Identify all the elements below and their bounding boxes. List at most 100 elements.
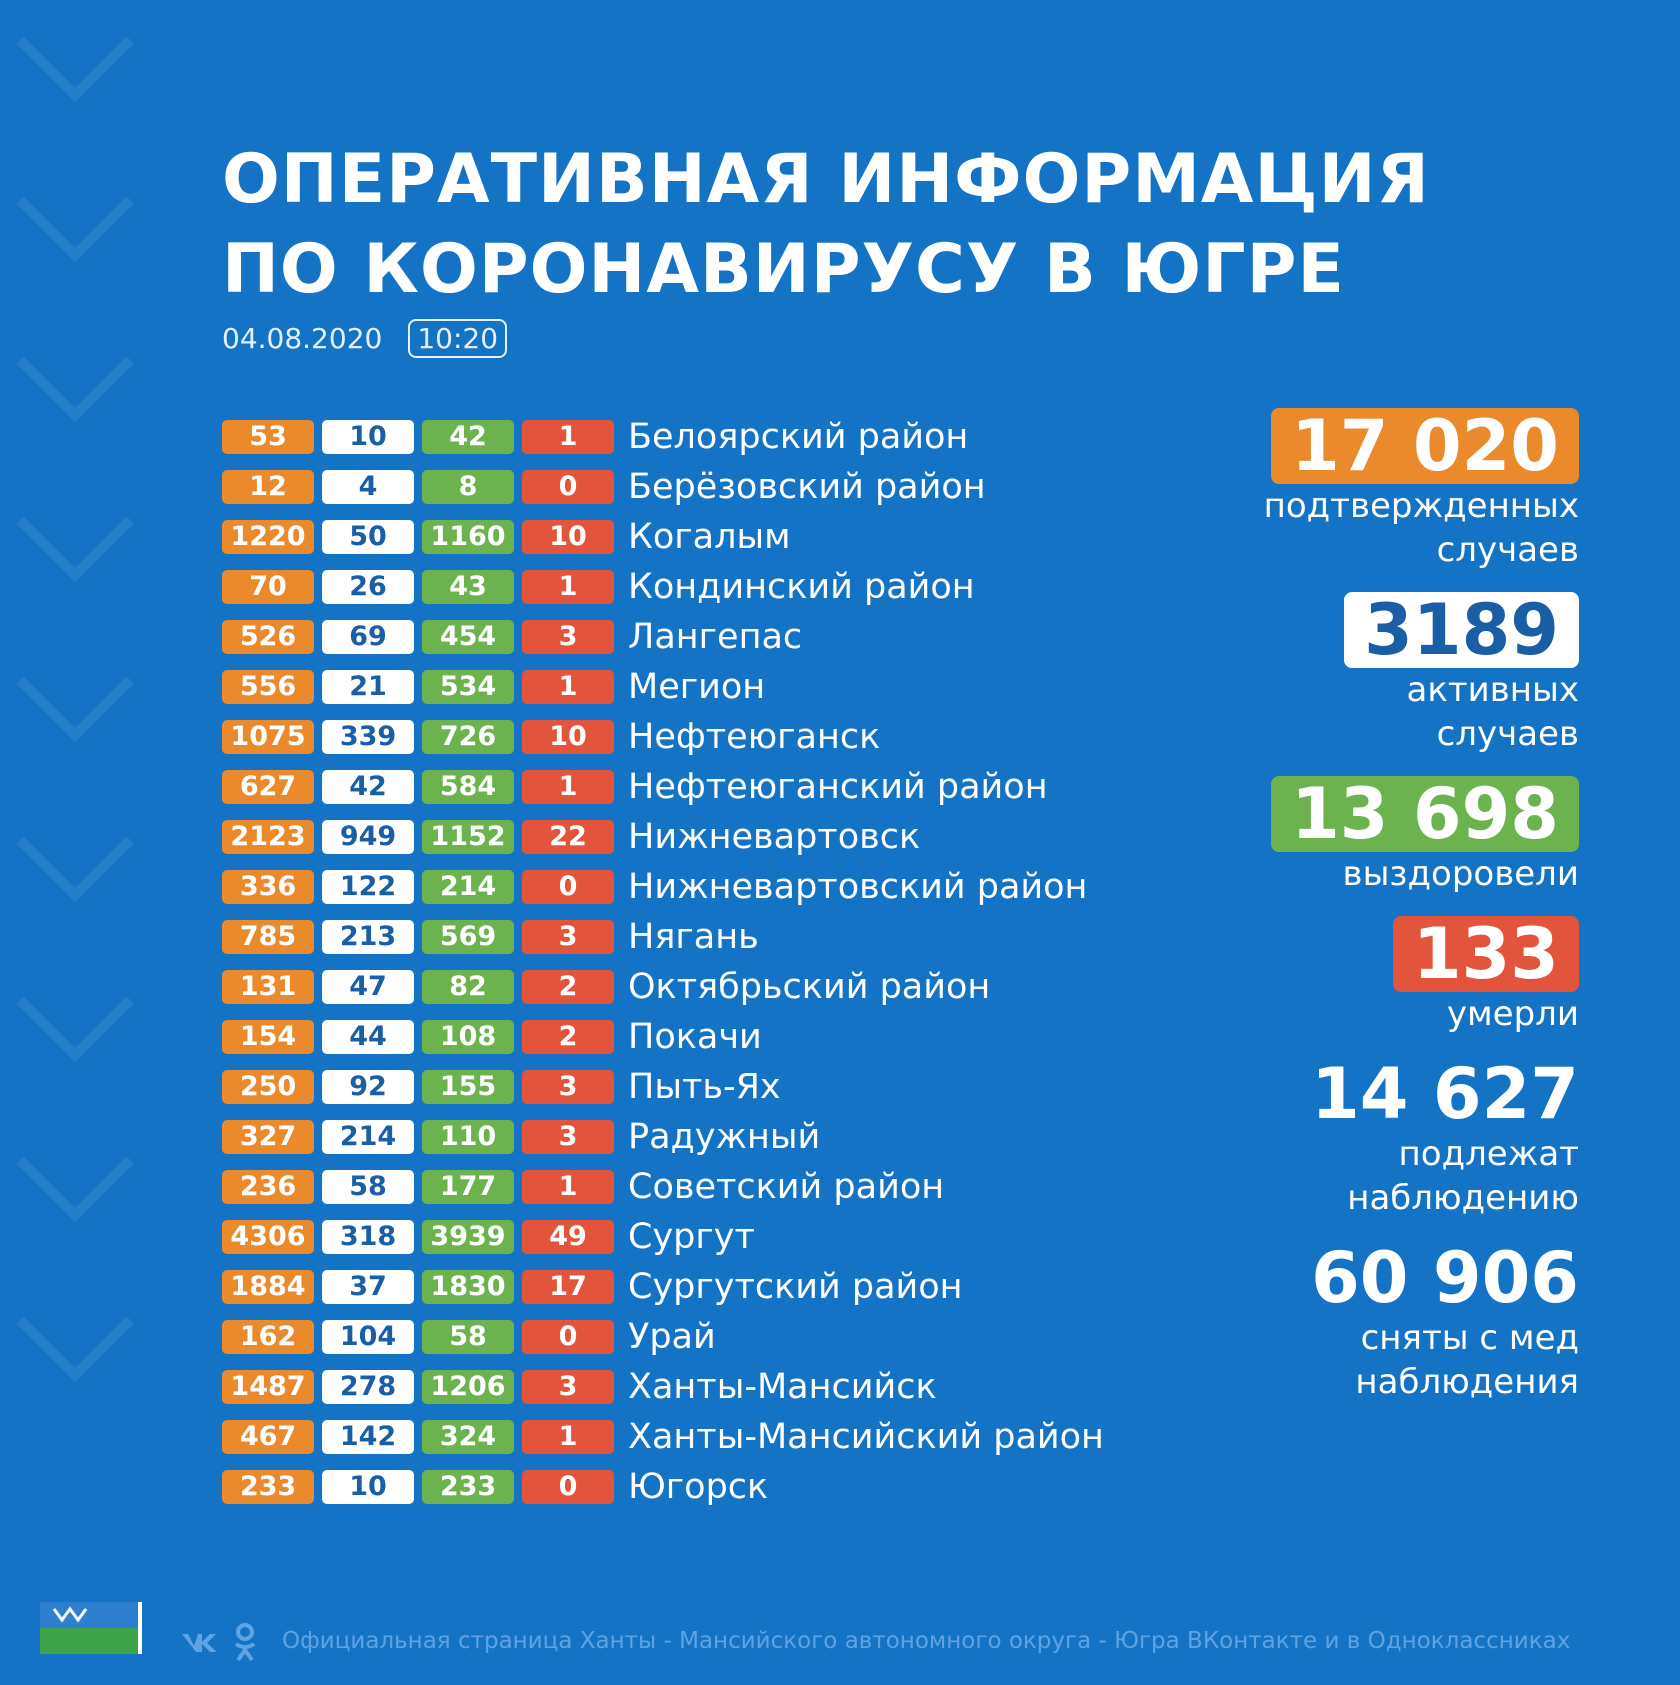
region-row: 1220 50 1160 10 Когалым	[222, 512, 1104, 562]
region-name: Урай	[628, 1317, 716, 1357]
recovered-cell: 177	[422, 1170, 514, 1204]
region-name: Октябрьский район	[628, 967, 991, 1007]
recovered-cell: 726	[422, 720, 514, 754]
deaths-cell: 1	[522, 670, 614, 704]
recovered-cell: 58	[422, 1320, 514, 1354]
confirmed-cell: 336	[222, 870, 314, 904]
total-removed-label-2: наблюдения	[1355, 1362, 1579, 1402]
active-cell: 339	[322, 720, 414, 754]
region-row: 1487 278 1206 3 Ханты-Мансийск	[222, 1362, 1104, 1412]
recovered-cell: 1830	[422, 1270, 514, 1304]
region-row: 556 21 534 1 Мегион	[222, 662, 1104, 712]
yugra-flag-icon	[40, 1602, 142, 1654]
active-cell: 949	[322, 820, 414, 854]
region-row: 627 42 584 1 Нефтеюганский район	[222, 762, 1104, 812]
active-cell: 10	[322, 1470, 414, 1504]
recovered-cell: 214	[422, 870, 514, 904]
recovered-cell: 584	[422, 770, 514, 804]
total-observation-label-2: наблюдению	[1347, 1178, 1579, 1218]
confirmed-cell: 785	[222, 920, 314, 954]
active-cell: 214	[322, 1120, 414, 1154]
total-recovered: 13 698 выздоровели	[1159, 776, 1579, 896]
page-title: ОПЕРАТИВНАЯ ИНФОРМАЦИЯ ПО КОРОНАВИРУСУ В…	[222, 135, 1430, 315]
deaths-cell: 17	[522, 1270, 614, 1304]
totals-panel: 17 020 подтвержденных случаев 3189 актив…	[1159, 408, 1579, 1424]
vk-icon[interactable]	[180, 1630, 220, 1654]
deaths-cell: 1	[522, 420, 614, 454]
total-observation: 14 627 подлежат наблюдению	[1159, 1056, 1579, 1220]
confirmed-cell: 556	[222, 670, 314, 704]
deaths-cell: 0	[522, 870, 614, 904]
total-deaths-value: 133	[1392, 916, 1579, 992]
region-row: 336 122 214 0 Нижневартовский район	[222, 862, 1104, 912]
region-name: Нижневартовский район	[628, 867, 1088, 907]
region-name: Пыть-Ях	[628, 1067, 781, 1107]
social-icons	[180, 1622, 258, 1662]
active-cell: 213	[322, 920, 414, 954]
confirmed-cell: 1075	[222, 720, 314, 754]
confirmed-cell: 1220	[222, 520, 314, 554]
confirmed-cell: 233	[222, 1470, 314, 1504]
regions-table: 53 10 42 1 Белоярский район 12 4 8 0 Берёзовский …	[222, 412, 1104, 1512]
confirmed-cell: 2123	[222, 820, 314, 854]
footer-text: Официальная страница Ханты - Мансийского…	[282, 1628, 1571, 1654]
active-cell: 26	[322, 570, 414, 604]
region-name: Нягань	[628, 917, 759, 957]
active-cell: 21	[322, 670, 414, 704]
region-name: Когалым	[628, 517, 791, 557]
total-removed-value: 60 906	[1311, 1237, 1579, 1319]
deaths-cell: 1	[522, 1170, 614, 1204]
odnoklassniki-icon[interactable]	[232, 1622, 258, 1662]
region-row: 526 69 454 3 Лангепас	[222, 612, 1104, 662]
deaths-cell: 22	[522, 820, 614, 854]
report-time: 10:20	[408, 318, 508, 358]
deaths-cell: 2	[522, 1020, 614, 1054]
confirmed-cell: 53	[222, 420, 314, 454]
confirmed-cell: 154	[222, 1020, 314, 1054]
date-time-row: 04.08.2020 10:20	[222, 318, 508, 358]
recovered-cell: 569	[422, 920, 514, 954]
total-deaths-label: умерли	[1446, 994, 1579, 1034]
total-confirmed-value: 17 020	[1271, 408, 1579, 484]
deaths-cell: 0	[522, 1320, 614, 1354]
deaths-cell: 3	[522, 920, 614, 954]
total-deaths: 133 умерли	[1159, 916, 1579, 1036]
deaths-cell: 1	[522, 770, 614, 804]
deaths-cell: 10	[522, 520, 614, 554]
total-removed: 60 906 сняты с мед наблюдения	[1159, 1240, 1579, 1404]
deaths-cell: 49	[522, 1220, 614, 1254]
region-row: 785 213 569 3 Нягань	[222, 912, 1104, 962]
active-cell: 318	[322, 1220, 414, 1254]
confirmed-cell: 4306	[222, 1220, 314, 1254]
recovered-cell: 534	[422, 670, 514, 704]
confirmed-cell: 250	[222, 1070, 314, 1104]
region-row: 4306 318 3939 49 Сургут	[222, 1212, 1104, 1262]
region-row: 1884 37 1830 17 Сургутский район	[222, 1262, 1104, 1312]
region-row: 131 47 82 2 Октябрьский район	[222, 962, 1104, 1012]
recovered-cell: 42	[422, 420, 514, 454]
total-observation-label-1: подлежат	[1398, 1134, 1579, 1174]
active-cell: 69	[322, 620, 414, 654]
confirmed-cell: 467	[222, 1420, 314, 1454]
deaths-cell: 3	[522, 1370, 614, 1404]
recovered-cell: 155	[422, 1070, 514, 1104]
confirmed-cell: 526	[222, 620, 314, 654]
region-row: 2123 949 1152 22 Нижневартовск	[222, 812, 1104, 862]
region-name: Ханты-Мансийск	[628, 1367, 937, 1407]
deaths-cell: 1	[522, 1420, 614, 1454]
total-recovered-value: 13 698	[1271, 776, 1579, 852]
region-name: Нефтеюганский район	[628, 767, 1048, 807]
total-active-label-1: активных	[1406, 670, 1579, 710]
confirmed-cell: 1487	[222, 1370, 314, 1404]
recovered-cell: 454	[422, 620, 514, 654]
region-name: Сургутский район	[628, 1267, 963, 1307]
region-row: 233 10 233 0 Югорск	[222, 1462, 1104, 1512]
active-cell: 104	[322, 1320, 414, 1354]
total-active-value: 3189	[1344, 592, 1579, 668]
deaths-cell: 2	[522, 970, 614, 1004]
footer: Официальная страница Ханты - Мансийского…	[0, 1602, 1680, 1672]
region-row: 53 10 42 1 Белоярский район	[222, 412, 1104, 462]
deaths-cell: 1	[522, 570, 614, 604]
active-cell: 4	[322, 470, 414, 504]
region-name: Радужный	[628, 1117, 821, 1157]
